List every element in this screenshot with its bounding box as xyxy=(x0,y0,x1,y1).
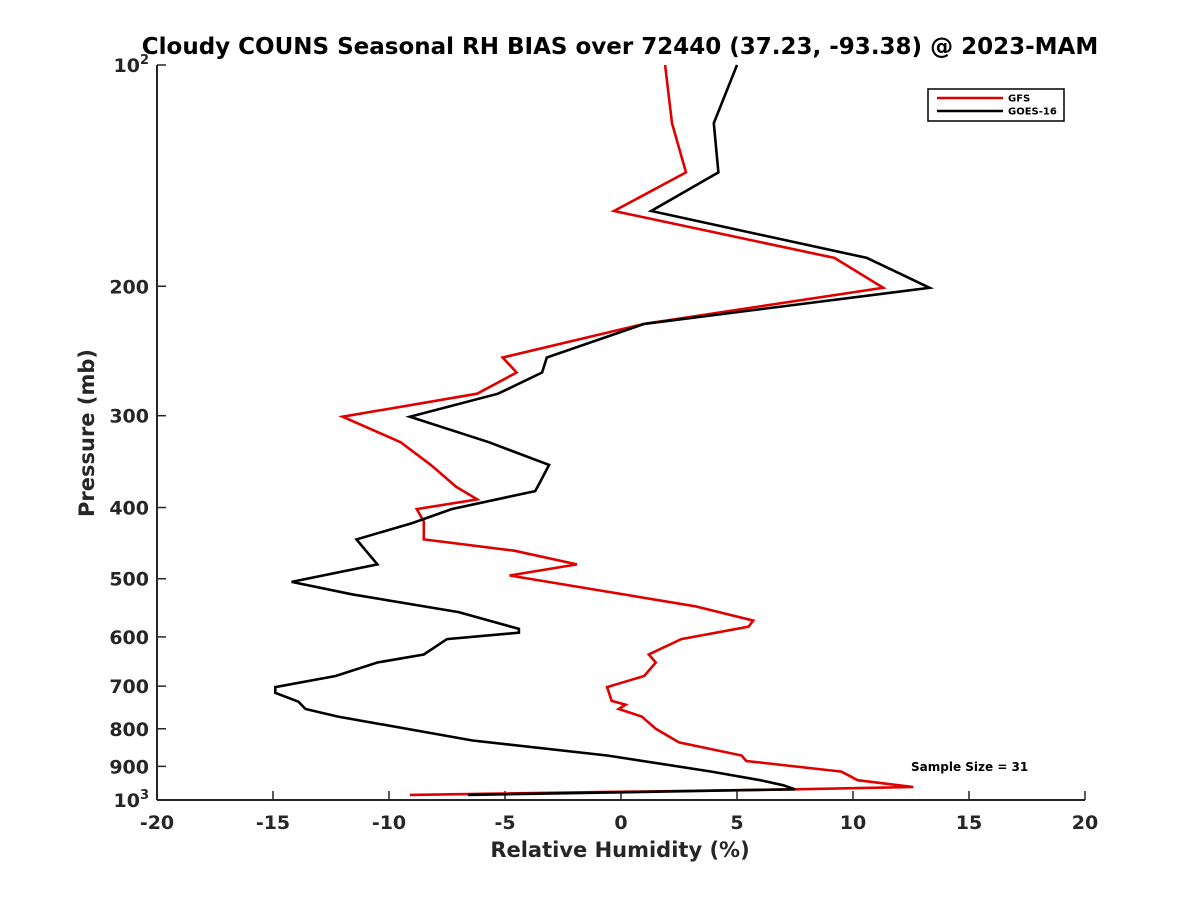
y-tick-label: 700 xyxy=(109,676,149,698)
sample-size-annotation: Sample Size = 31 xyxy=(911,760,1028,774)
y-tick-label: 500 xyxy=(109,569,149,591)
x-tick-label: 10 xyxy=(840,812,866,834)
legend-label-goes-16: GOES-16 xyxy=(1008,107,1057,118)
x-tick-label: 5 xyxy=(730,812,743,834)
series-line-goes-16 xyxy=(273,64,935,797)
y-tick-label: 103 xyxy=(114,788,150,812)
x-tick-label: -10 xyxy=(372,812,406,834)
y-tick-label: 400 xyxy=(109,498,149,520)
chart-title: Cloudy COUNS Seasonal RH BIAS over 72440… xyxy=(142,34,1098,60)
x-tick-label: 15 xyxy=(956,812,982,834)
x-tick-label: 20 xyxy=(1072,812,1098,834)
legend-label-gfs: GFS xyxy=(1008,94,1030,105)
y-tick-label: 800 xyxy=(109,719,149,741)
series-group xyxy=(273,64,935,797)
y-tick-label: 102 xyxy=(114,53,150,77)
y-tick-label: 900 xyxy=(109,756,149,778)
y-tick-label: 300 xyxy=(109,406,149,428)
x-axis-ticks: -20 -15 -10 -5 0 5 10 15 20 xyxy=(140,791,1098,834)
x-tick-label: -15 xyxy=(256,812,290,834)
x-tick-label: -20 xyxy=(140,812,174,834)
y-axis-ticks: 102 200 300 400 500 600 700 800 900 103 xyxy=(109,53,166,812)
y-axis-label: Pressure (mb) xyxy=(75,349,99,517)
plot-area xyxy=(156,65,1085,801)
series-line-gfs xyxy=(338,64,914,797)
legend: GFS GOES-16 xyxy=(927,88,1065,122)
legend-box xyxy=(927,88,1065,122)
x-tick-label: 0 xyxy=(614,812,627,834)
x-axis-label: Relative Humidity (%) xyxy=(490,838,749,862)
x-tick-label: -5 xyxy=(494,812,515,834)
y-tick-label: 200 xyxy=(109,276,149,298)
y-tick-label: 600 xyxy=(109,627,149,649)
